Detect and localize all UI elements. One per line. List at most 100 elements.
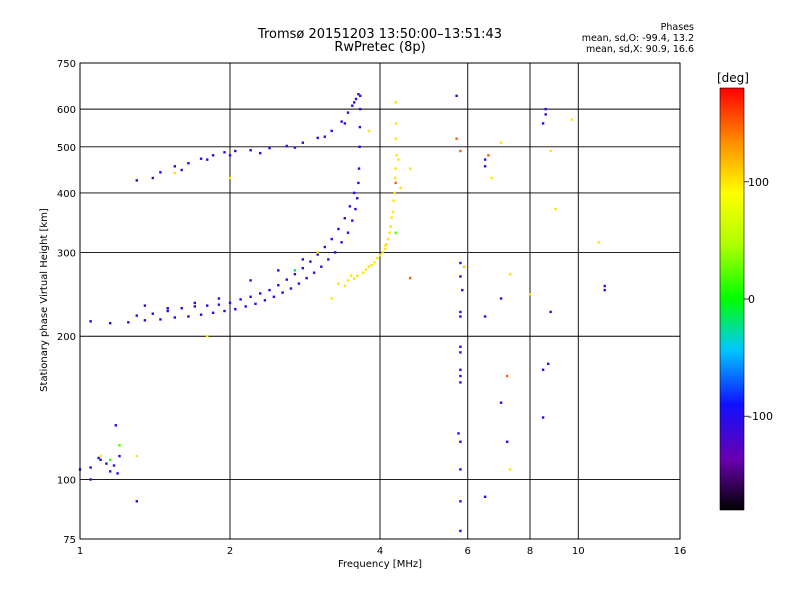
data-point <box>392 199 395 202</box>
phases-heading: Phases <box>660 22 694 33</box>
data-point <box>289 287 293 290</box>
data-point <box>459 529 462 533</box>
data-point <box>263 299 267 302</box>
data-point <box>483 495 487 498</box>
data-point <box>353 101 356 104</box>
data-point <box>354 97 358 101</box>
data-point <box>393 176 397 180</box>
data-point <box>114 424 117 427</box>
data-point <box>193 301 196 305</box>
data-point <box>367 265 371 268</box>
data-point <box>116 472 119 475</box>
data-point <box>259 151 262 155</box>
data-point <box>151 176 154 180</box>
data-point <box>340 241 343 244</box>
data-point <box>268 146 271 150</box>
data-point <box>323 135 326 138</box>
data-point <box>455 94 458 97</box>
data-point <box>544 107 547 111</box>
data-point <box>506 374 509 378</box>
data-point <box>357 167 361 170</box>
data-point <box>249 149 252 152</box>
y-tick-label: 750 <box>57 59 76 70</box>
data-point <box>159 318 162 321</box>
data-point <box>597 241 601 244</box>
data-point <box>459 149 462 153</box>
y-axis-label: Stationary phase Virtual Height [km] <box>39 208 50 392</box>
data-point <box>354 207 357 211</box>
chart-subtitle: RwPretec (8p) <box>334 40 426 55</box>
data-point <box>459 468 462 471</box>
data-point <box>135 314 138 317</box>
data-point <box>293 273 297 276</box>
data-point <box>603 284 606 288</box>
data-point <box>105 462 108 465</box>
data-point <box>384 244 387 247</box>
data-point <box>399 186 402 189</box>
data-point <box>394 167 397 170</box>
data-point <box>544 113 547 116</box>
data-point <box>509 273 512 276</box>
data-point <box>483 315 487 318</box>
data-point <box>89 478 92 481</box>
data-point <box>351 219 354 222</box>
data-point <box>353 277 356 280</box>
data-point <box>97 456 100 460</box>
data-point <box>343 122 346 125</box>
data-point <box>359 94 362 97</box>
data-point <box>459 345 462 348</box>
data-point <box>367 129 371 133</box>
data-point <box>376 256 379 260</box>
data-point <box>459 440 462 443</box>
y-tick-label: 100 <box>57 476 76 487</box>
data-point <box>135 454 138 458</box>
data-point <box>127 321 130 324</box>
data-point <box>89 320 92 323</box>
data-point <box>483 165 487 168</box>
data-point <box>386 237 390 241</box>
y-tick-label: 75 <box>63 535 76 546</box>
data-point <box>490 176 493 180</box>
data-point <box>461 288 464 292</box>
colorbar-gradient <box>719 87 745 511</box>
data-point <box>603 288 606 292</box>
data-point <box>173 316 176 319</box>
data-point <box>459 261 462 265</box>
data-point <box>356 197 359 200</box>
data-point <box>135 179 138 182</box>
data-point <box>89 466 92 469</box>
data-point <box>393 191 396 195</box>
data-point <box>358 145 361 148</box>
data-point <box>217 303 221 306</box>
data-point <box>135 500 138 503</box>
data-point <box>528 293 532 296</box>
data-point <box>346 111 350 114</box>
data-point <box>457 432 460 435</box>
x-tick-label: 6 <box>465 546 471 557</box>
data-point <box>118 444 121 447</box>
data-point <box>395 154 398 157</box>
data-point <box>143 304 147 307</box>
data-point <box>483 158 487 161</box>
data-point <box>109 470 112 473</box>
data-point <box>330 129 333 133</box>
data-point <box>333 251 337 254</box>
data-point <box>549 310 552 314</box>
data-point <box>173 165 176 168</box>
x-axis-label: Frequency [MHz] <box>338 559 422 570</box>
data-point <box>206 335 209 338</box>
data-point <box>391 210 395 214</box>
data-point <box>206 158 209 161</box>
data-point <box>337 227 340 231</box>
data-point <box>459 381 462 384</box>
data-point <box>343 284 346 288</box>
data-point <box>394 231 397 234</box>
colorbar-tick-label: 100 <box>748 176 769 189</box>
data-point <box>143 319 147 322</box>
data-point <box>211 154 215 157</box>
x-tick-label: 2 <box>227 546 233 557</box>
data-point <box>378 254 382 257</box>
data-point <box>268 288 271 292</box>
colorbar-ticks: 100 0 -100 <box>744 176 773 423</box>
